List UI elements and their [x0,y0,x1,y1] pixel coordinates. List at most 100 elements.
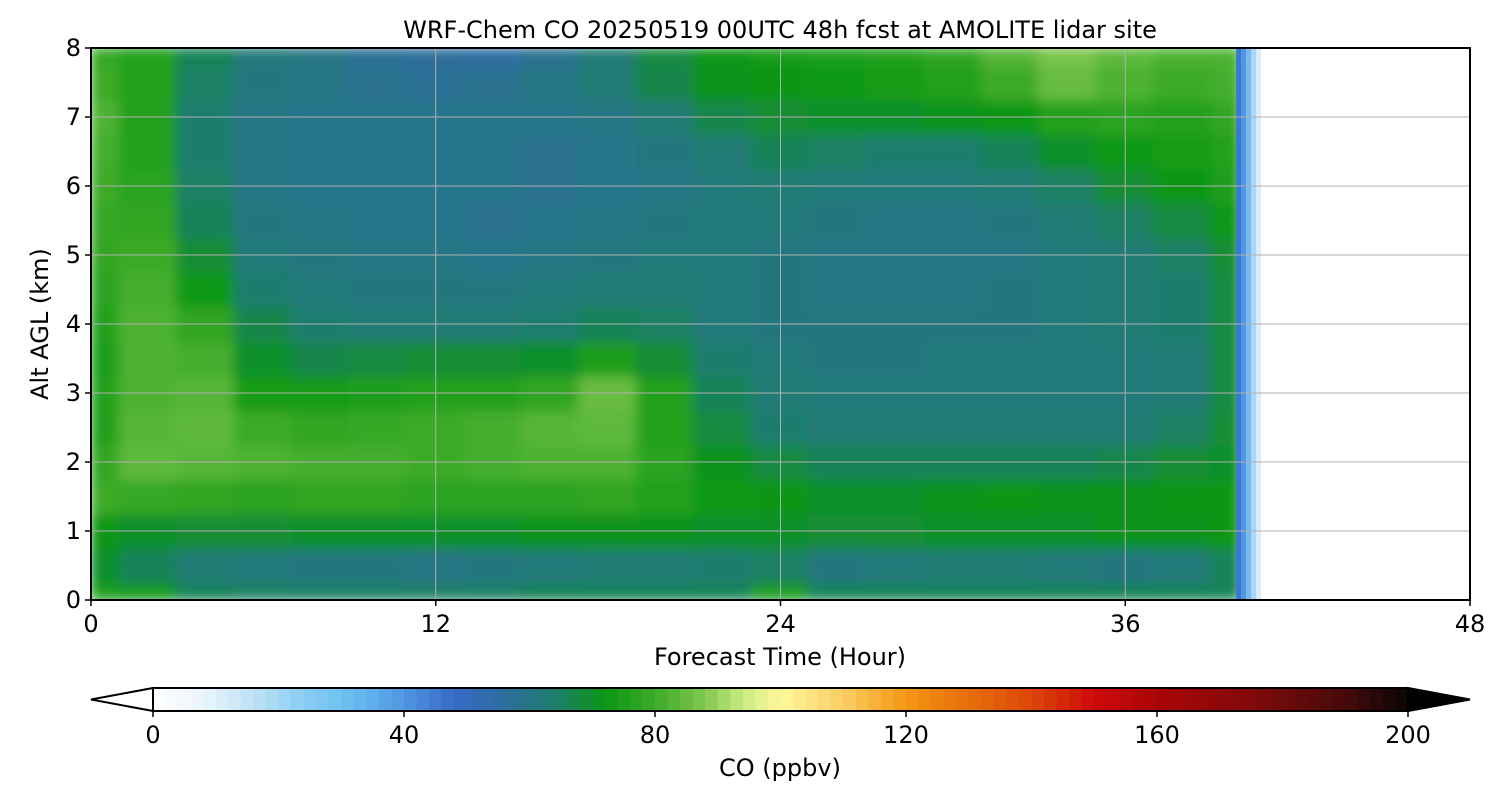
heatmap-cell [176,271,236,308]
heatmap-cell [578,48,638,67]
heatmap-cell [176,48,236,67]
colorbar-segment [1006,688,1020,711]
heatmap-cell [233,547,294,584]
colorbar-segment [629,688,644,711]
colorbar-segment [968,688,982,711]
y-tick-label: 8 [66,34,81,62]
heatmap-cell [233,202,294,239]
heatmap-cell [463,409,523,446]
heatmap-cell [1210,271,1242,308]
heatmap-cell [865,48,926,67]
heatmap-cell [865,202,926,239]
heatmap-cell [91,409,121,446]
heatmap-cell [1152,64,1213,101]
colorbar-segment [906,688,920,711]
heatmap-cell [923,478,983,515]
x-tick-label: 12 [420,610,451,638]
heatmap-cell [176,340,236,377]
heatmap-cell [865,271,926,308]
heatmap-cell [1152,581,1213,600]
heatmap-cell [1152,547,1213,584]
heatmap-cell [118,547,179,584]
heatmap-cell [578,409,638,446]
colorbar-segment [1069,688,1083,711]
heatmap-cell [520,202,581,239]
y-axis-ticks: 0 1 2 3 4 5 6 7 8 [66,34,91,614]
colorbar-segment [830,688,844,711]
heatmap-cell [578,202,638,239]
heatmap-cell [118,271,179,308]
heatmap-cell [91,133,121,170]
colorbar [90,686,1471,713]
y-tick-label: 5 [66,241,81,269]
colorbar-segment [931,688,945,711]
heatmap-cell [635,133,696,170]
heatmap-cell [1038,547,1098,584]
heatmap-cell [233,478,294,515]
heatmap-cell [1210,478,1242,515]
heatmap-cell [233,271,294,308]
colorbar-segment [717,688,731,711]
heatmap-cell [980,202,1041,239]
y-tick-label: 7 [66,103,81,131]
colorbar-segment [1244,688,1258,711]
colorbar-segment [554,688,568,711]
heatmap-cell [865,478,926,515]
heatmap-cell [291,202,351,239]
heatmap-cell [463,340,523,377]
heatmap-cell [291,48,351,67]
heatmap-cell [463,48,523,67]
heatmap-cell [291,133,351,170]
colorbar-segment [203,688,217,711]
colorbar-segment [153,688,167,711]
colorbar-segment [353,688,367,711]
colorbar-segment [1320,688,1334,711]
colorbar-segment [1357,688,1371,711]
heatmap-cell [693,547,753,584]
heatmap-cell [1038,409,1098,446]
heatmap-cell [578,340,638,377]
heatmap-cell [91,547,121,584]
colorbar-segment [441,688,455,711]
heatmap-cell [1038,64,1098,101]
heatmap-cell [176,409,236,446]
heatmap-cell [693,581,753,600]
x-tick-label: 24 [765,610,796,638]
heatmap-cell [348,271,409,308]
x-tick-label: 0 [83,610,98,638]
colorbar-segment [504,688,518,711]
colorbar-segment [680,688,694,711]
colorbar-segment [1345,688,1359,711]
heatmap-cell [1210,133,1242,170]
colorbar-segment [617,688,631,711]
colorbar-segment [880,688,895,711]
colorbar-segment [1232,688,1246,711]
y-axis-label: Alt AGL (km) [26,248,54,400]
heatmap-cell [463,581,523,600]
colorbar-segment [705,688,719,711]
heatmap-cell [233,581,294,600]
heatmap-cell [980,64,1041,101]
heatmap-cell [865,64,926,101]
heatmap-cell [865,581,926,600]
heatmap-cell [1152,202,1213,239]
heatmap-cell [1152,133,1213,170]
colorbar-segment [404,688,418,711]
heatmap-cell [808,48,868,67]
heatmap-cell [463,547,523,584]
colorbar-segment [378,688,393,711]
plot-area [90,47,1471,601]
heatmap-cell [923,409,983,446]
colorbar-segment [516,688,531,711]
colorbar-segment [655,688,669,711]
heatmap-cell [1038,478,1098,515]
colorbar-segment [1257,688,1271,711]
heatmap-cell [578,64,638,101]
heatmap-cell [291,547,351,584]
y-tick-label: 0 [66,586,81,614]
colorbar-segment [1031,688,1045,711]
colorbar-segment [918,688,932,711]
heatmap-cell [520,581,581,600]
colorbar-segment [1144,688,1158,711]
y-tick-label: 1 [66,517,81,545]
